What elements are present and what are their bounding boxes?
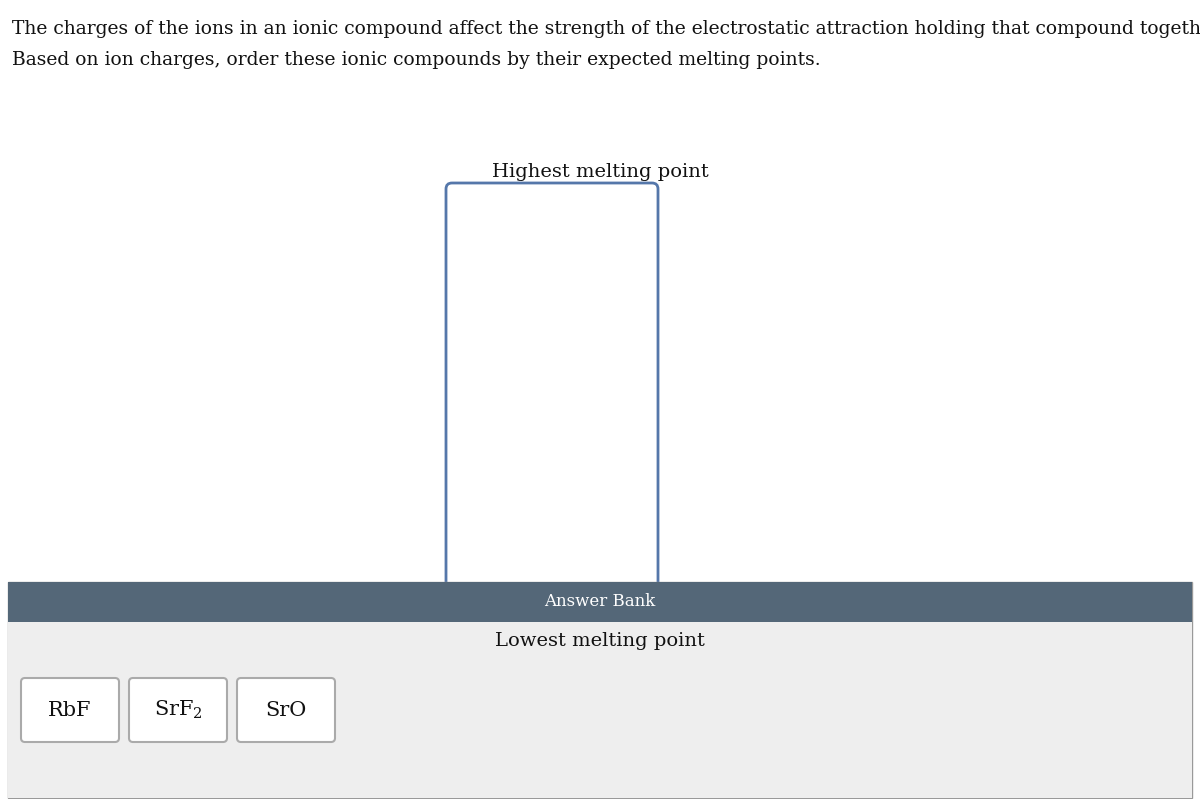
Bar: [8, 622, 1192, 798]
Text: Lowest melting point: Lowest melting point: [496, 632, 704, 650]
Text: $\mathregular{SrF_2}$: $\mathregular{SrF_2}$: [154, 699, 203, 721]
Bar: [8, 582, 1192, 798]
FancyBboxPatch shape: [130, 678, 227, 742]
Text: SrO: SrO: [265, 701, 307, 720]
Bar: [8, 582, 1192, 622]
FancyBboxPatch shape: [22, 678, 119, 742]
Text: Answer Bank: Answer Bank: [545, 594, 655, 610]
Text: RbF: RbF: [48, 701, 91, 720]
FancyBboxPatch shape: [446, 183, 658, 630]
Text: Based on ion charges, order these ionic compounds by their expected melting poin: Based on ion charges, order these ionic …: [12, 51, 821, 69]
Text: The charges of the ions in an ionic compound affect the strength of the electros: The charges of the ions in an ionic comp…: [12, 20, 1200, 38]
FancyBboxPatch shape: [238, 678, 335, 742]
Text: Highest melting point: Highest melting point: [492, 163, 708, 181]
